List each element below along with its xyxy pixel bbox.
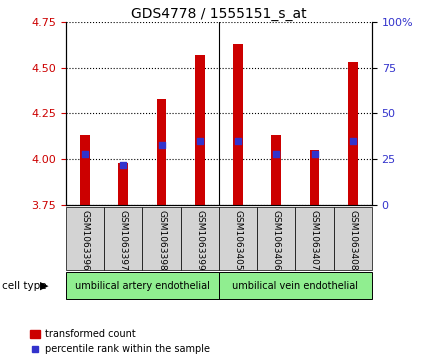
Bar [119,163,128,205]
Bar [257,207,295,270]
Text: GSM1063405: GSM1063405 [233,210,243,271]
Point [82,151,88,157]
Bar [334,207,372,270]
Point [273,151,280,157]
Text: cell type: cell type [2,281,47,291]
Text: GSM1063399: GSM1063399 [195,210,204,271]
Title: GDS4778 / 1555151_s_at: GDS4778 / 1555151_s_at [131,7,307,21]
Point [120,162,127,168]
Bar [310,150,319,205]
Bar [348,62,357,205]
Bar [66,207,104,270]
Bar [66,272,219,299]
Bar [272,135,281,205]
Text: umbilical vein endothelial: umbilical vein endothelial [232,281,358,291]
Point [235,138,241,144]
Bar [104,207,142,270]
Text: GSM1063398: GSM1063398 [157,210,166,271]
Text: GSM1063408: GSM1063408 [348,210,357,271]
Point [196,138,203,144]
Text: GSM1063406: GSM1063406 [272,210,281,271]
Legend: transformed count, percentile rank within the sample: transformed count, percentile rank withi… [26,326,213,358]
Bar [80,135,90,205]
Text: umbilical artery endothelial: umbilical artery endothelial [75,281,210,291]
Bar [219,207,257,270]
Bar [233,44,243,205]
Point [311,151,318,157]
Bar [157,99,166,205]
Bar [142,207,181,270]
Text: ▶: ▶ [40,281,48,291]
Bar [195,55,204,205]
Bar [295,207,334,270]
Text: GSM1063397: GSM1063397 [119,210,128,271]
Point [158,142,165,147]
Bar [181,207,219,270]
Point [349,138,356,144]
Text: GSM1063396: GSM1063396 [80,210,90,271]
Text: GSM1063407: GSM1063407 [310,210,319,271]
Bar [219,272,372,299]
